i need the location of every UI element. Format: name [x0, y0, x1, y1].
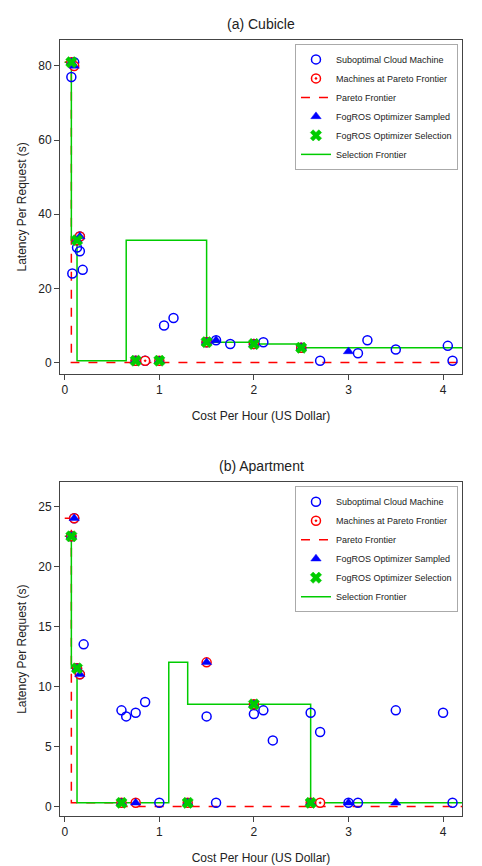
- svg-text:80: 80: [38, 59, 52, 73]
- svg-text:Suboptimal Cloud Machine: Suboptimal Cloud Machine: [336, 497, 444, 507]
- svg-text:Cost Per Hour (US Dollar): Cost Per Hour (US Dollar): [192, 409, 331, 423]
- svg-text:25: 25: [38, 500, 52, 514]
- svg-text:2: 2: [251, 383, 258, 397]
- svg-text:1: 1: [156, 383, 163, 397]
- svg-text:5: 5: [45, 740, 52, 754]
- svg-text:Latency Per Request (s): Latency Per Request (s): [15, 142, 29, 271]
- svg-text:10: 10: [38, 680, 52, 694]
- svg-text:FogROS Optimizer Sampled: FogROS Optimizer Sampled: [336, 554, 450, 564]
- svg-text:Latency Per Request (s): Latency Per Request (s): [15, 584, 29, 713]
- svg-text:2: 2: [251, 825, 258, 839]
- svg-text:40: 40: [38, 207, 52, 221]
- svg-text:4: 4: [440, 383, 447, 397]
- svg-text:0: 0: [45, 800, 52, 814]
- svg-text:0: 0: [61, 825, 68, 839]
- svg-text:Pareto Frontier: Pareto Frontier: [336, 535, 396, 545]
- svg-text:20: 20: [38, 560, 52, 574]
- svg-text:(b) Apartment: (b) Apartment: [219, 458, 304, 474]
- svg-text:FogROS Optimizer Selection: FogROS Optimizer Selection: [336, 131, 452, 141]
- svg-text:3: 3: [345, 383, 352, 397]
- svg-text:Machines at Pareto Frontier: Machines at Pareto Frontier: [336, 516, 447, 526]
- svg-text:Pareto Frontier: Pareto Frontier: [336, 93, 396, 103]
- svg-text:(a) Cubicle: (a) Cubicle: [227, 16, 295, 32]
- svg-text:Selection Frontier: Selection Frontier: [336, 150, 407, 160]
- svg-text:15: 15: [38, 620, 52, 634]
- svg-text:0: 0: [61, 383, 68, 397]
- svg-text:0: 0: [45, 356, 52, 370]
- svg-text:Suboptimal Cloud Machine: Suboptimal Cloud Machine: [336, 55, 444, 65]
- svg-text:FogROS Optimizer Sampled: FogROS Optimizer Sampled: [336, 112, 450, 122]
- svg-text:Selection Frontier: Selection Frontier: [336, 592, 407, 602]
- svg-text:60: 60: [38, 133, 52, 147]
- svg-text:3: 3: [345, 825, 352, 839]
- svg-text:4: 4: [440, 825, 447, 839]
- svg-text:FogROS Optimizer Selection: FogROS Optimizer Selection: [336, 573, 452, 583]
- svg-text:Cost Per Hour (US Dollar): Cost Per Hour (US Dollar): [192, 851, 331, 865]
- svg-text:20: 20: [38, 282, 52, 296]
- svg-text:1: 1: [156, 825, 163, 839]
- svg-text:Machines at Pareto Frontier: Machines at Pareto Frontier: [336, 74, 447, 84]
